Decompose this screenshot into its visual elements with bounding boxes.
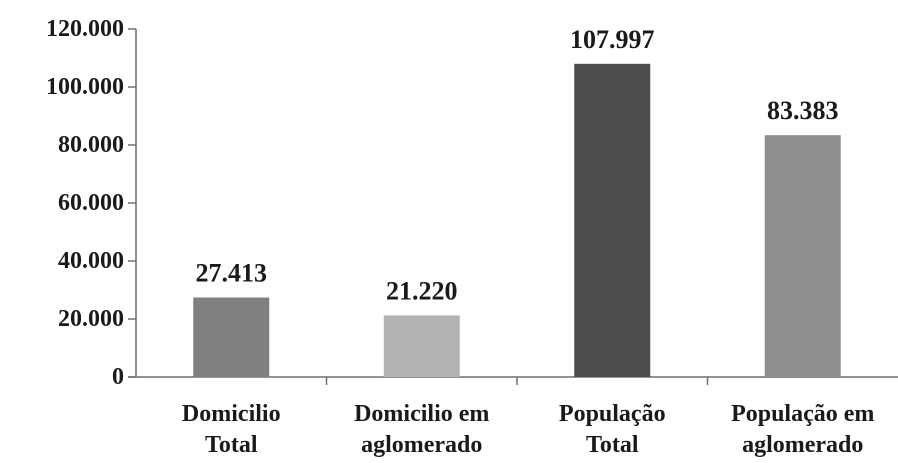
data-label: 21.220 [386,276,458,305]
y-tick-label: 20.000 [58,306,124,332]
category-labels: Domicilio Total Domicilio em aglomerado Popu… [182,401,874,458]
data-labels: 27.413 21.220 107.997 83.383 [196,25,839,306]
y-tick-label: 120.000 [46,16,124,42]
y-tick-label: 100.000 [46,74,124,100]
y-tick-label: 60.000 [58,190,124,216]
y-tick-label: 40.000 [58,248,124,274]
category-label: População em [731,401,874,427]
bar [193,297,270,377]
y-tick-label: 80.000 [58,132,124,158]
data-label: 83.383 [767,96,839,125]
y-tick-label: 0 [112,364,124,390]
data-label: 107.997 [570,25,655,54]
category-label: aglomerado [742,432,863,458]
category-label: Total [205,432,258,458]
bar [574,63,651,377]
x-axis [128,376,898,385]
bar [383,315,460,377]
category-label: Total [586,432,639,458]
category-label: População [559,401,666,427]
category-label: Domicilio em [354,401,489,427]
bars [193,63,841,377]
bar [764,135,841,377]
data-label: 27.413 [196,259,268,288]
category-label: aglomerado [361,432,482,458]
y-axis: 0 20.000 40.000 60.000 80.000 100.000 120.000 [46,16,137,390]
category-label: Domicilio [182,401,281,427]
